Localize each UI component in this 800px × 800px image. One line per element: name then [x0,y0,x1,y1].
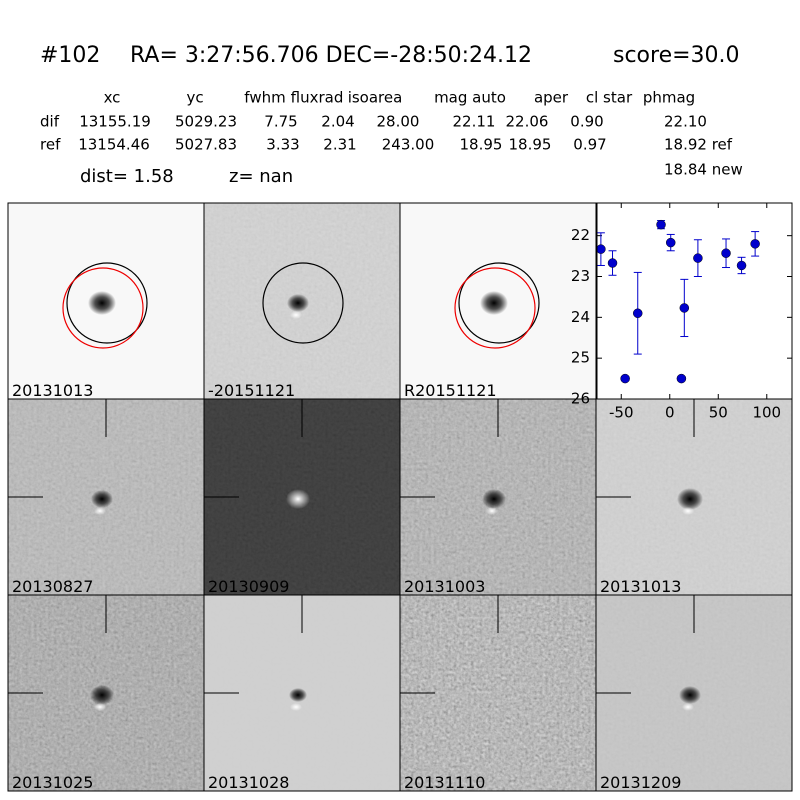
aperture [458,262,540,344]
stamp-source [91,490,113,508]
point [656,219,666,230]
plot-bg [597,203,792,399]
stamp-residual [94,507,106,515]
table-extra: 18.84 new [664,161,743,179]
column-header: cl star [586,89,633,107]
stamp-label: -20151121 [208,381,295,400]
id: #102 [40,43,100,68]
table-cell: 18.95 [509,136,552,154]
column-header: phmag [643,89,695,107]
y-tick-label: 25 [571,349,590,367]
x-tick-label: 100 [752,404,781,422]
stamp-residual [486,507,498,515]
stamp-label: 20131110 [404,773,485,792]
x-tick-label: 50 [709,404,728,422]
y-tick-label: 24 [571,308,590,326]
table-cell: 28.00 [377,113,420,131]
table-cell: 243.00 [382,136,435,154]
y-tick-label: 23 [571,267,590,285]
stamp-source [88,291,116,315]
stamp-label: 20131013 [12,381,93,400]
coords: RA= 3:27:56.706 DEC=-28:50:24.12 [130,43,532,68]
stamp-label: 20130827 [12,577,93,596]
y-tick-label: 26 [571,390,590,408]
table-cell: 5029.23 [175,113,237,131]
stamp-label: 20131209 [600,773,681,792]
column-header: xc [104,89,121,107]
table-cell: 2.31 [323,136,356,154]
score: score=30.0 [613,43,740,68]
point [632,308,643,318]
aperture [262,262,344,344]
column-header: fwhm [244,89,285,107]
stamp-label: 20131013 [600,577,681,596]
column-header: mag auto [434,89,506,107]
table-cell: dif [40,113,60,131]
x-tick-label: 0 [665,404,675,422]
stamp-residual [94,703,106,711]
point [665,237,676,248]
point [750,239,760,249]
point [676,373,687,384]
point [693,253,703,263]
stamp-residual [682,507,694,515]
table-cell: 13155.19 [79,113,151,131]
stamp-label: 20131025 [12,773,93,792]
x-tick-label: -50 [609,404,634,422]
stamp-source [289,688,307,702]
point [721,248,731,258]
plot-frame [596,202,793,400]
stamp-source [286,489,310,509]
column-header: aper [534,89,569,107]
stamp-source [480,291,508,315]
aperture [454,267,536,349]
point [607,258,618,268]
stamp-source [677,488,703,510]
stamp-label: 20131003 [404,577,485,596]
stamp-source [287,294,309,312]
stamp-residual [290,703,302,711]
stamp-label: R20151121 [404,381,497,400]
stamp-residual [682,703,694,711]
table-cell: 22.11 [453,113,496,131]
column-header: fluxrad [291,89,344,107]
table-cell: 18.95 [460,136,503,154]
table-cell: ref [40,136,61,154]
point [736,260,747,271]
stamp-residual [290,311,302,319]
table-cell: 22.06 [506,113,549,131]
column-header: isoarea [348,89,403,107]
aperture [62,267,144,349]
table-cell: 0.97 [573,136,606,154]
table-cell: 22.10 [664,113,707,131]
z: z= nan [229,166,293,187]
aperture [66,262,148,344]
stamp-source [482,489,506,509]
y-tick-label: 22 [571,226,590,244]
dist: dist= 1.58 [80,166,174,187]
plot-data [597,219,760,384]
point [620,373,630,384]
column-header: yc [186,89,203,107]
stamp-source [90,685,114,705]
table-cell: 13154.46 [78,136,150,154]
stamp-label: 20130909 [208,577,289,596]
stamp-source [679,686,701,704]
stamp-label: 20131028 [208,773,289,792]
table-cell: 3.33 [266,136,299,154]
point [597,244,606,254]
stamp-frame [595,594,793,792]
point [679,303,690,313]
table-cell: 18.92 ref [664,136,733,154]
table-cell: 5027.83 [175,136,237,154]
table-cell: 0.90 [570,113,603,131]
table-cell: 7.75 [264,113,297,131]
table-cell: 2.04 [321,113,354,131]
